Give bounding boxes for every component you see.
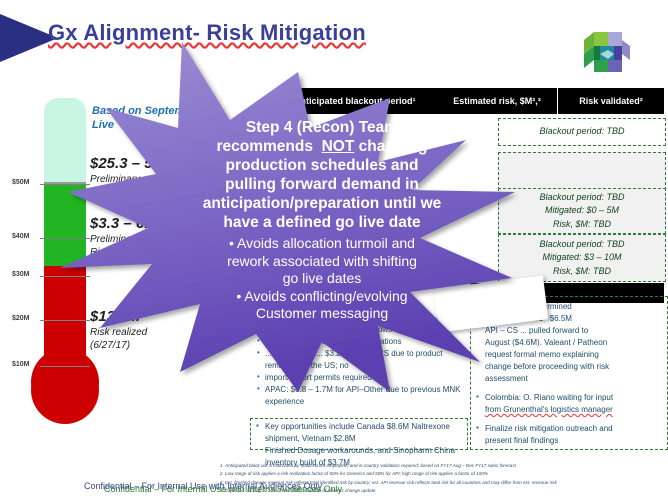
thermometer-label-realized-sub2: (6/27/17) [90, 340, 131, 351]
thermometer-tube [44, 98, 86, 370]
content-right-b3-l1-text: Finalize risk mitigation outreach and [485, 424, 613, 433]
key-opportunities-line-1: Key opportunities include Canada $8.6M N… [256, 420, 462, 445]
risk-box-1-line-1: Blackout period: TBD [539, 126, 625, 137]
star-callout-shape [60, 42, 515, 392]
thermometer-axis: $50M $40M $30M $20M $10M [12, 98, 122, 398]
risk-box-1: Blackout period: TBD [498, 118, 666, 146]
star-bullet-line-5: Customer messaging [255, 305, 389, 322]
content-right-b2-l1: Colombia: O. Riano waiting for input [476, 391, 664, 404]
star-heading-line-5: anticipation/preparation until we [202, 195, 442, 213]
risk-box-2-line-1: Blackout period: TBD [539, 192, 625, 203]
star-bullet-line-2: rework associated with shifting [227, 252, 417, 269]
risk-box-2-line-3: Risk, $M: TBD [552, 218, 611, 229]
content-right-b1-l6: change before proceeding with risk [485, 362, 610, 371]
star-heading-line-1: Step 4 (Recon) Team [245, 119, 399, 136]
table-header-risk-validated-label: Risk validated² [579, 96, 643, 106]
star-bullets: • Avoids allocation turmoil and rework a… [172, 235, 472, 323]
thermometer-bulb-front [31, 356, 99, 424]
content-left-bullet-6: import/export permits required [256, 371, 462, 384]
risk-box-2-line-2: Mitigated: $0 – 5M [544, 205, 620, 216]
footnote-2: Low range of risk applies a risk realiza… [225, 470, 636, 478]
key-opportunities-line-2: Finished Dosage workarounds, and Sinopha… [265, 446, 455, 467]
footnote-4: Expected back up to 10 months TBD resolu… [225, 487, 636, 495]
thermometer-label-preliminary-sub: Preliminary [90, 174, 141, 185]
key-opportunities-box [250, 418, 468, 450]
star-bullet-line-3: go live dates [282, 270, 362, 287]
key-opportunities-text: Key opportunities include Canada $8.6M N… [256, 420, 462, 469]
thermometer-tick-20: $20M [12, 315, 90, 322]
thermometer-label-mitigated-sub1: Preliminary [90, 234, 141, 245]
thermometer-label-realized-sub1: Risk realized [90, 327, 148, 338]
thermometer-tick-20-label: $20M [12, 315, 30, 322]
footnotes: Anticipated black out is estimated by Ma… [216, 462, 636, 496]
risk-box-3-line-3: Risk, $M: TBD [552, 265, 611, 276]
content-right-b3-l1: Finalize risk mitigation outreach and [476, 422, 664, 435]
star-heading-line-6: have a defined go live date [223, 214, 421, 232]
risk-box-3: Blackout period: TBD Mitigated: $3 – 10M… [498, 234, 666, 282]
risk-box-3-line-2: Mitigated: $3 – 10M [542, 252, 622, 263]
thermometer-tick-50-label: $50M [12, 179, 30, 186]
risk-box-1b [498, 152, 666, 190]
content-left-bullet-7: APAC: $0.8 – 1.7M for API–Other due to p… [256, 383, 462, 408]
footnote-1: Anticipated black out is estimated by Ma… [225, 462, 636, 470]
thermometer-tick-10-label: $10M [12, 361, 30, 368]
content-right-b1-l3: API – CS ... pulled forward to [485, 326, 589, 335]
star-heading-emph: NOT [321, 138, 355, 156]
thermometer-tick-40-label: $40M [12, 233, 30, 240]
thermo-segment-realized [44, 266, 86, 370]
company-logo-icon [578, 26, 636, 78]
confidential-footer: Confidential – For Internal Use with Int… [84, 481, 323, 491]
content-right-b1-l7: assessment [485, 374, 528, 383]
star-bullet-line-4: • Avoids conflicting/evolving [236, 287, 408, 304]
table-header-blackout-label: Anticipated blackout period¹ [294, 96, 416, 106]
thermometer-tick-30-label: $30M [12, 271, 30, 278]
thermometer-tick-50: $50M [12, 179, 90, 186]
thermometer-tick-30: $30M [12, 271, 90, 278]
risk-thermometer-chart: $50M $40M $30M $20M $10M [12, 98, 99, 424]
spacer-2 [476, 416, 664, 423]
thermo-segment-preliminary [44, 98, 86, 182]
thermometer-tick-10-line [40, 366, 90, 367]
thermometer-tick-50-line [40, 184, 90, 185]
risk-box-2: Blackout period: TBD Mitigated: $0 – 5M … [498, 188, 666, 234]
content-right-b3-l2: present final findings [485, 436, 559, 445]
star-heading-line-2: recommends NOT changing [216, 138, 428, 156]
thermometer-tick-20-line [40, 320, 90, 321]
page-title: Gx Alignment- Risk Mitigation [48, 20, 366, 46]
thermometer-tick-10: $10M [12, 361, 90, 368]
table-header-risk-validated: Risk validated² [558, 88, 664, 114]
page-title-text: Gx Alignment- Risk Mitigation [48, 20, 366, 45]
content-right-b2-l2: from Grunenthal's logistics manager [485, 405, 613, 414]
risk-box-3-line-1: Blackout period: TBD [539, 239, 625, 250]
footnote-3: Est. finished dosage revenue risk reflec… [225, 479, 636, 487]
thermometer-tick-40-line [40, 238, 90, 239]
star-heading: Step 4 (Recon) Team recommends NOT chang… [172, 118, 472, 232]
content-right-b2-l1-text: Colombia: O. Riano waiting for input [485, 393, 614, 402]
confidential-footer-overlay: Confidential – For Internal Use with Int… [104, 484, 343, 494]
thermo-tick-line-50 [44, 182, 86, 184]
content-right-b1-l5: request formal memo explaining [485, 350, 599, 359]
thermometer-tick-30-line [40, 276, 90, 277]
star-heading-line-3: production schedules and [225, 157, 419, 175]
content-right-b1-l4: August ($4.6M). Valeant / Patheon [485, 338, 608, 347]
star-bullet-line-1: • Avoids allocation turmoil and [229, 235, 415, 252]
title-triangle-icon [0, 14, 58, 62]
thermometer-tick-40: $40M [12, 233, 90, 240]
star-heading-line-4: pulling forward demand in [225, 176, 419, 194]
table-header-estimated-risk: Estimated risk, $M²,³ [437, 88, 557, 114]
star-callout-text: Step 4 (Recon) Team recommends NOT chang… [172, 118, 472, 323]
table-header-estimated-risk-label: Estimated risk, $M²,³ [453, 96, 541, 106]
thermo-segment-mitigated [44, 184, 86, 266]
